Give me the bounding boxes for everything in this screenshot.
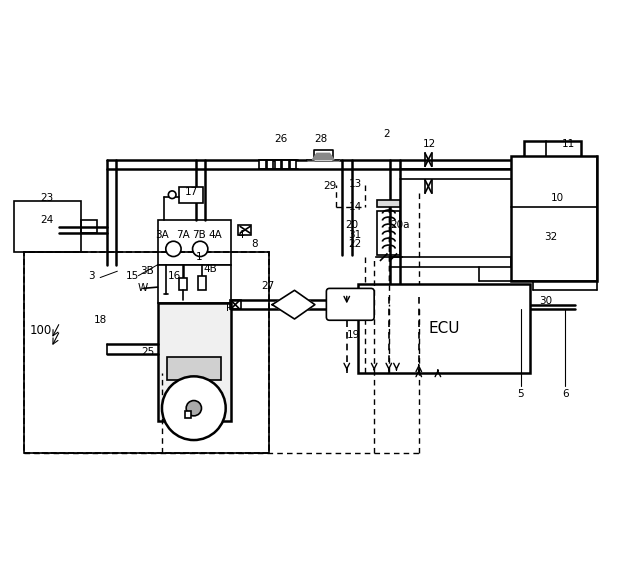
Bar [14, 201, 81, 252]
Text: 3: 3 [88, 271, 95, 281]
Text: 17: 17 [185, 187, 198, 197]
Bar [157, 220, 231, 265]
Circle shape [193, 241, 208, 257]
Polygon shape [312, 153, 334, 160]
Bar [185, 411, 191, 418]
Text: 27: 27 [261, 281, 275, 291]
Text: 10: 10 [550, 193, 564, 203]
Text: 18: 18 [93, 315, 107, 325]
Text: 5: 5 [517, 389, 524, 399]
Text: 4B: 4B [204, 264, 217, 274]
Text: 14: 14 [348, 203, 362, 212]
Text: 20a: 20a [390, 220, 410, 230]
Bar [267, 160, 273, 169]
Text: 8: 8 [252, 239, 259, 249]
Circle shape [186, 400, 202, 416]
Bar [157, 303, 231, 421]
Text: 19: 19 [346, 330, 360, 340]
Bar [290, 160, 296, 169]
Text: 15: 15 [125, 271, 139, 281]
Text: 3A: 3A [155, 230, 169, 240]
Text: 12: 12 [423, 139, 436, 149]
Bar [167, 357, 221, 380]
Text: 11: 11 [562, 139, 575, 149]
Text: 22: 22 [348, 239, 362, 249]
Text: W: W [138, 284, 148, 294]
Bar [259, 160, 266, 169]
Bar [198, 276, 206, 291]
Text: 100: 100 [30, 324, 52, 337]
Text: 28: 28 [315, 134, 328, 144]
Bar [378, 200, 400, 207]
Text: 30: 30 [540, 296, 553, 306]
Circle shape [166, 241, 181, 257]
Bar [81, 220, 97, 233]
Text: 6: 6 [562, 389, 569, 399]
Bar [511, 157, 597, 281]
Text: 2: 2 [383, 129, 390, 139]
Bar [179, 187, 203, 203]
Bar [358, 284, 531, 373]
Bar [230, 300, 241, 309]
Bar [24, 252, 269, 453]
Text: 32: 32 [544, 232, 557, 242]
Bar [24, 252, 269, 453]
Text: 1: 1 [196, 252, 202, 262]
Circle shape [168, 191, 176, 198]
Text: 24: 24 [41, 215, 54, 225]
Bar [282, 160, 289, 169]
Bar [378, 211, 400, 255]
Bar [540, 169, 552, 182]
Circle shape [162, 376, 226, 440]
Bar [157, 265, 231, 303]
Text: 29: 29 [323, 181, 336, 191]
Bar [275, 160, 281, 169]
Text: 7B: 7B [192, 230, 206, 240]
Text: 26: 26 [274, 134, 287, 144]
Text: 23: 23 [41, 193, 54, 203]
Text: P: P [227, 302, 232, 312]
Polygon shape [272, 291, 315, 319]
Text: 13: 13 [348, 179, 362, 189]
Bar [524, 140, 581, 182]
Polygon shape [307, 150, 339, 160]
Text: 20: 20 [346, 220, 358, 230]
Bar [179, 278, 187, 291]
Text: 16: 16 [168, 271, 181, 281]
Bar [239, 225, 251, 235]
Text: 4: 4 [237, 230, 244, 240]
Text: ECU: ECU [429, 321, 460, 336]
Text: 25: 25 [141, 347, 155, 357]
Text: 4A: 4A [208, 230, 221, 240]
Text: 31: 31 [348, 230, 362, 240]
Text: 3B: 3B [140, 266, 154, 276]
Text: 7A: 7A [176, 230, 190, 240]
FancyBboxPatch shape [326, 288, 374, 321]
